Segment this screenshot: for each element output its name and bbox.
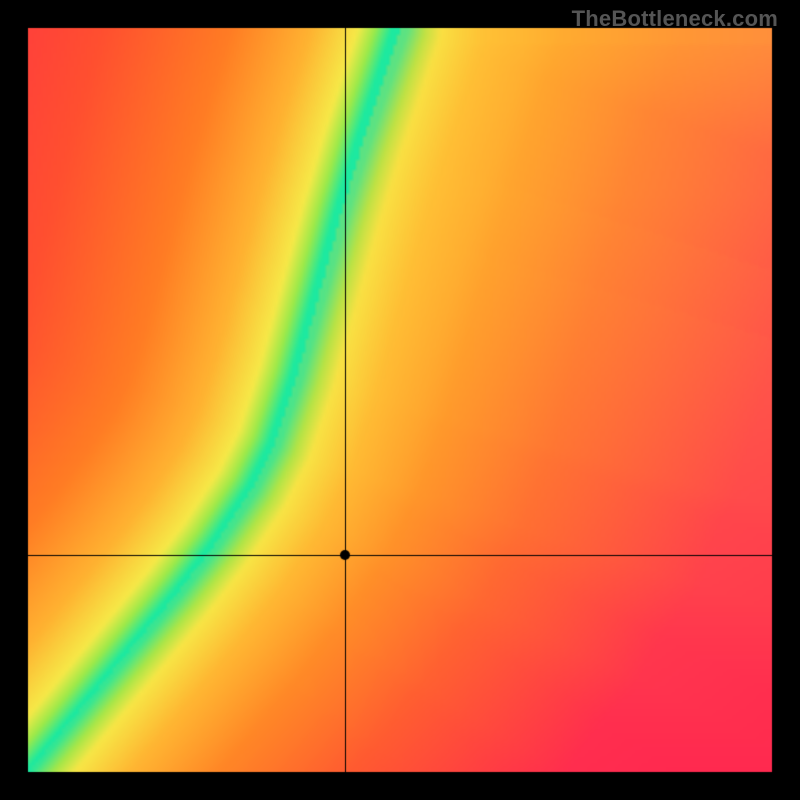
watermark-text: TheBottleneck.com: [572, 6, 778, 32]
chart-container: TheBottleneck.com: [0, 0, 800, 800]
heatmap-canvas: [0, 0, 800, 800]
